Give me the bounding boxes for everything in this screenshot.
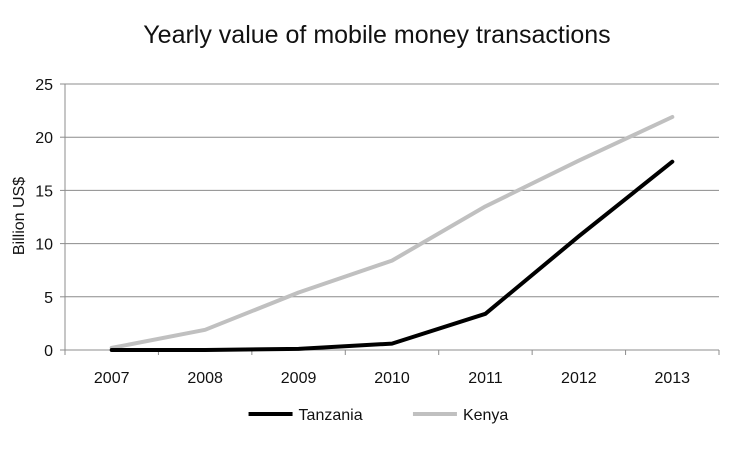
x-tick-label: 2009 (281, 370, 317, 387)
y-axis-title: Billion US$ (11, 177, 28, 255)
x-tick-label: 2007 (94, 370, 130, 387)
legend-label-kenya: Kenya (463, 407, 508, 424)
series-line-tanzania (109, 159, 675, 352)
y-tick-label: 5 (44, 290, 53, 307)
x-tick-label: 2012 (561, 370, 597, 387)
y-tick-label: 20 (35, 130, 53, 147)
axes (60, 83, 720, 355)
x-tick-label: 2008 (187, 370, 223, 387)
y-tick-label: 10 (35, 237, 53, 254)
legend: Tanzania Kenya (248, 407, 508, 424)
y-tick-label: 25 (35, 77, 53, 94)
series-line-kenya (109, 115, 675, 350)
gridlines (65, 83, 719, 298)
legend-label-tanzania: Tanzania (299, 407, 363, 424)
y-tick-label: 0 (44, 343, 53, 360)
y-tick-label: 15 (35, 183, 53, 200)
series-lines (109, 115, 675, 352)
chart-title: Yearly value of mobile money transaction… (143, 21, 610, 49)
x-tick-label: 2010 (374, 370, 410, 387)
tick-labels: 0 5 10 15 20 25 2007 2008 2009 2010 2011 2012 2013 (35, 77, 690, 387)
x-tick-label: 2013 (654, 370, 690, 387)
x-tick-label: 2011 (468, 370, 503, 387)
